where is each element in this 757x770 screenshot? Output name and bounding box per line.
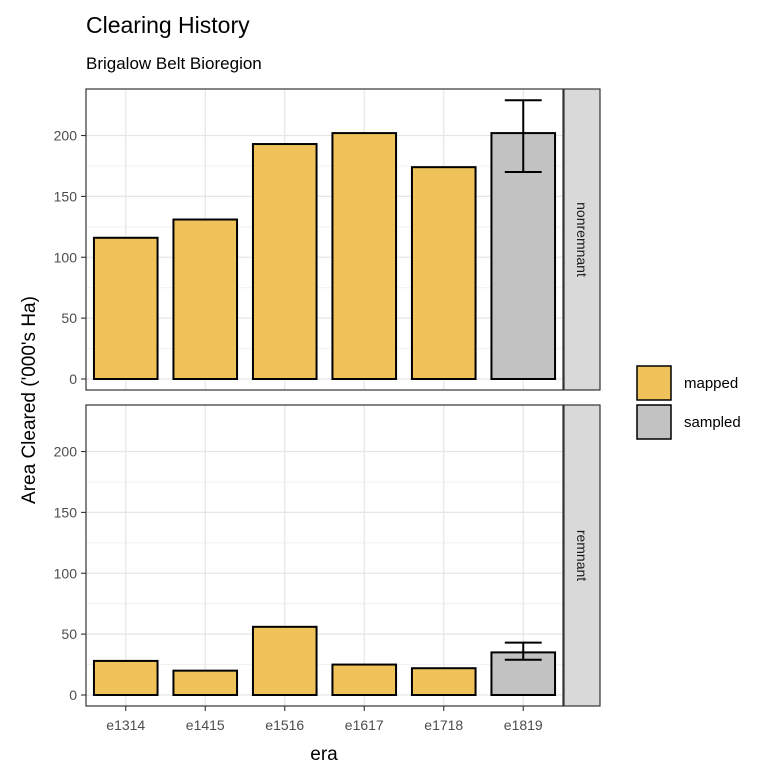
bar-nonremnant-e1718: [410, 166, 477, 380]
bar-nonremnant-e1617: [331, 132, 398, 380]
legend-key: [636, 404, 672, 440]
x-tick-label-e1819: e1819: [504, 717, 543, 733]
legend-item-mapped: mapped: [636, 365, 738, 401]
legend-item-sampled: sampled: [636, 404, 741, 440]
legend: mapped sampled: [636, 365, 741, 440]
y-tick-label: 200: [54, 444, 78, 460]
y-tick-label: 150: [54, 188, 78, 204]
legend-label: mapped: [684, 375, 738, 392]
panel-background: [86, 405, 563, 706]
panel-remnant: 0 50 100 150 200 remnant: [54, 404, 601, 707]
panels: 0 50 100 150 200 nonremnant 0 50 100 150 200 remnan…: [54, 88, 601, 707]
x-tick-label-e1314: e1314: [106, 717, 145, 733]
bar-remnant-e1718: [410, 667, 477, 697]
bar-remnant-e1617: [331, 663, 398, 697]
legend-label: sampled: [684, 414, 741, 431]
chart-subtitle: Brigalow Belt Bioregion: [86, 54, 262, 73]
bar-nonremnant-e1314: [92, 236, 159, 380]
x-tick-label-e1415: e1415: [186, 717, 225, 733]
y-tick-label: 150: [54, 504, 78, 520]
panel-border: [85, 404, 564, 707]
chart-title: Clearing History: [86, 12, 250, 38]
error-bar-remnant-e1819: [504, 641, 542, 661]
panel-background: [86, 89, 563, 390]
x-axis-label: era: [310, 744, 338, 765]
bar-remnant-e1415: [172, 669, 239, 696]
panel-nonremnant: 0 50 100 150 200 nonremnant: [54, 88, 601, 391]
y-tick-label: 200: [54, 128, 78, 144]
x-tick-label-e1617: e1617: [345, 717, 384, 733]
y-tick-label: 100: [54, 565, 78, 581]
bar-nonremnant-e1415: [172, 218, 239, 380]
facet-strip-label-remnant: remnant: [574, 530, 590, 581]
bar-remnant-e1516: [251, 625, 318, 697]
legend-key: [636, 365, 672, 401]
x-tick-label-e1516: e1516: [265, 717, 304, 733]
x-axis: e1314 e1415 e1516 e1617 e1718 e1819: [106, 706, 543, 733]
bar-remnant-e1314: [92, 659, 159, 696]
facet-strip-label-nonremnant: nonremnant: [574, 202, 590, 277]
x-tick-label-e1718: e1718: [424, 717, 463, 733]
y-tick-label: 100: [54, 249, 78, 265]
panel-border: [85, 88, 564, 391]
bar-nonremnant-e1516: [251, 143, 318, 380]
facet-strip: [563, 404, 601, 707]
y-tick-label: 50: [61, 626, 77, 642]
y-axis-label: Area Cleared ('000's Ha): [19, 296, 40, 504]
y-tick-label: 0: [69, 371, 77, 387]
y-tick-label: 0: [69, 687, 77, 703]
facet-strip: [563, 88, 601, 391]
error-bar-nonremnant-e1819: [504, 99, 542, 174]
bar-nonremnant-e1819: [490, 132, 557, 380]
y-tick-label: 50: [61, 310, 77, 326]
